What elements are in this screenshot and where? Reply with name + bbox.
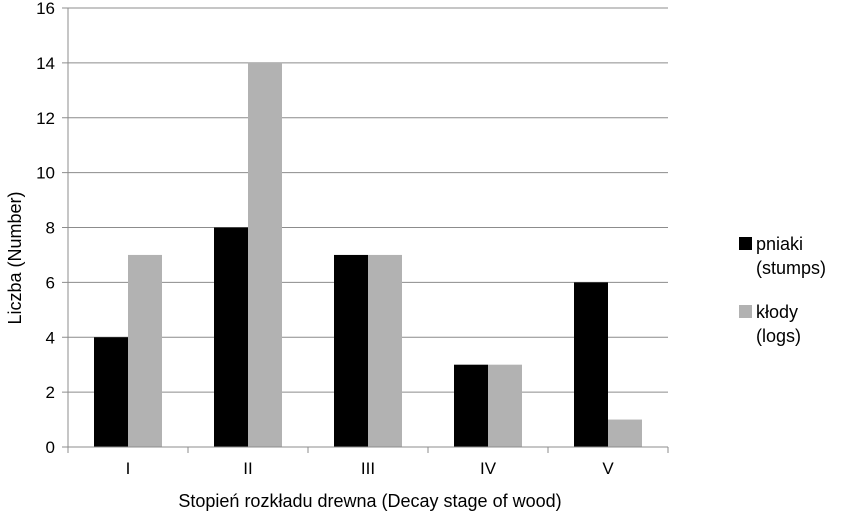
x-tick-label: III [361, 459, 375, 478]
bar-series1-I [94, 337, 128, 447]
legend-item: pniaki (stumps) [739, 234, 826, 278]
legend-swatch [739, 305, 752, 318]
bar-series2-III [368, 254, 402, 447]
bar-series1-V [574, 282, 608, 447]
bars [94, 62, 642, 447]
y-tick-label: 16 [36, 0, 55, 18]
bar-series2-II [248, 62, 282, 447]
legend-label: kłody (logs) [756, 302, 801, 346]
x-axis-title: Stopień rozkładu drewna (Decay stage of … [178, 491, 561, 511]
y-tick-label: 10 [36, 164, 55, 183]
legend-label-line: pniaki [756, 234, 803, 254]
y-tick-label: 8 [46, 219, 55, 238]
axes [67, 8, 669, 453]
y-tick-label: 14 [36, 54, 55, 73]
x-tick-labels: I II III IV V [126, 459, 615, 478]
x-tick-label: V [602, 459, 614, 478]
y-tick-label: 0 [46, 438, 55, 457]
y-tick-label: 6 [46, 273, 55, 292]
x-tick-label: I [126, 459, 131, 478]
legend: pniaki (stumps) kłody (logs) [739, 234, 826, 346]
bar-series1-II [214, 227, 248, 447]
bar-series1-III [334, 254, 368, 447]
legend-swatch [739, 237, 752, 250]
bar-series1-IV [454, 364, 488, 447]
legend-label-line: (stumps) [756, 258, 826, 278]
y-tick-label: 2 [46, 383, 55, 402]
y-axis-title: Liczba (Number) [5, 191, 25, 324]
legend-item: kłody (logs) [739, 302, 801, 346]
legend-label-line: (logs) [756, 326, 801, 346]
x-tick-label: II [243, 459, 252, 478]
y-tick-label: 12 [36, 109, 55, 128]
legend-label-line: kłody [756, 302, 798, 322]
legend-label: pniaki (stumps) [756, 234, 826, 278]
y-tick-label: 4 [46, 328, 55, 347]
x-tick-label: IV [480, 459, 497, 478]
bar-series2-V [608, 419, 642, 447]
bar-series2-IV [488, 364, 522, 447]
bar-series2-I [128, 254, 162, 447]
y-tick-labels: 0 2 4 6 8 10 12 14 16 [36, 0, 55, 457]
